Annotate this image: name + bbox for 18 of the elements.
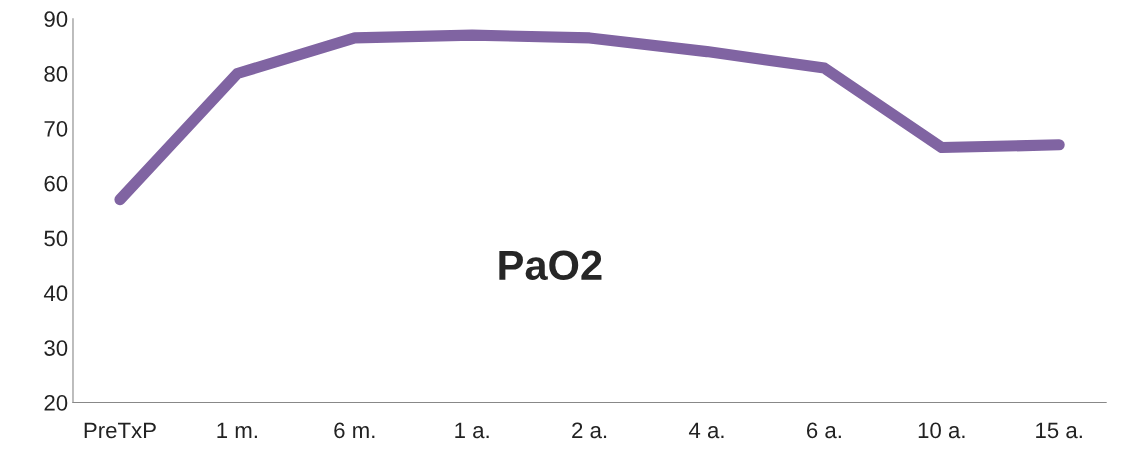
y-tick-label: 60 xyxy=(44,175,68,192)
y-tick-label: 20 xyxy=(44,395,68,411)
x-tick-label: 15 a. xyxy=(1036,422,1082,439)
x-tick-label: 6 m. xyxy=(334,422,375,439)
x-tick-label: 4 a. xyxy=(688,422,724,439)
y-tick-label: 50 xyxy=(44,230,68,247)
x-tick-label: 1 m. xyxy=(217,422,257,439)
x-tick-label: PreTxP xyxy=(84,422,156,439)
y-tick-label: 70 xyxy=(44,120,68,137)
annotation: PaO2 xyxy=(499,250,602,281)
y-tick-label: 80 xyxy=(44,66,68,82)
x-tick-label: 10 a. xyxy=(918,422,965,439)
y-tick-label: 40 xyxy=(43,285,68,302)
x-tick-label: 1 a. xyxy=(455,422,489,439)
y-tick-label: 90 xyxy=(44,11,68,27)
x-tick-label: 6 a. xyxy=(806,422,841,439)
y-tick-label: 30 xyxy=(44,340,68,356)
x-tick-label: 2 a. xyxy=(572,422,607,439)
